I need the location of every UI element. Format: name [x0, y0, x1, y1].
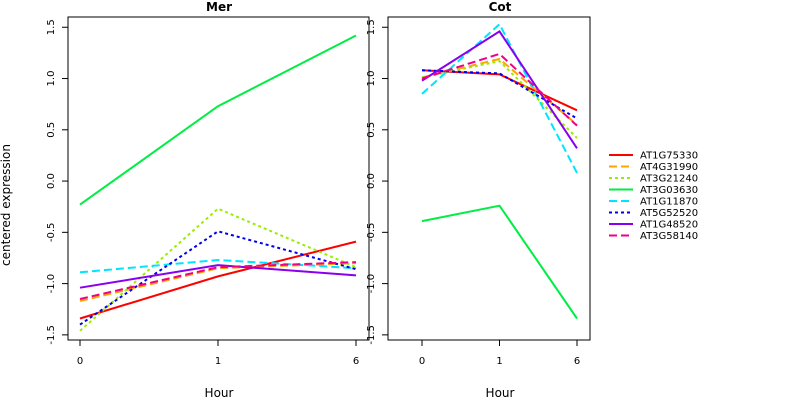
- y-tick-label: 1.0: [46, 71, 57, 87]
- series-line-at3g03630: [421, 204, 578, 320]
- x-tick-label: 1: [215, 356, 221, 367]
- x-tick-label: 6: [353, 356, 359, 367]
- y-tick-label: -1.0: [366, 274, 377, 294]
- y-tick-label: 0.5: [366, 122, 377, 138]
- series-line-at3g21240: [79, 207, 357, 332]
- y-tick-label: 0.0: [366, 173, 377, 189]
- x-axis-label: Hour: [486, 386, 515, 400]
- y-tick-label: -1.0: [46, 274, 57, 294]
- y-tick-label: -1.5: [366, 325, 377, 345]
- panel-title: Cot: [489, 0, 512, 14]
- x-tick-label: 0: [77, 356, 83, 367]
- legend-label: AT1G48520: [640, 220, 698, 231]
- panel-title: Mer: [206, 0, 232, 14]
- x-tick-label: 0: [419, 356, 425, 367]
- plot-frame: [387, 16, 591, 341]
- x-tick-label: 1: [496, 356, 502, 367]
- legend-label: AT3G21240: [640, 174, 698, 185]
- y-tick-label: 0.5: [46, 122, 57, 138]
- series-line-at3g58140: [79, 261, 357, 300]
- series-line-at3g03630: [79, 34, 357, 206]
- y-tick-label: -1.5: [46, 325, 57, 345]
- series-line-at3g58140: [421, 52, 578, 127]
- legend-label: AT5G52520: [640, 208, 698, 219]
- legend-label: AT1G11870: [640, 197, 698, 208]
- plot-region: -1.5 -1.0 -0.5 0.0 0.5 1.0 1.5 0 1 6: [46, 16, 370, 367]
- panel-cot: Cot Hour -1.5 -1.0 -0.5 0.0 0.5 1.0 1.5 0 1 6: [366, 0, 591, 400]
- plot-region: -1.5 -1.0 -0.5 0.0 0.5 1.0 1.5 0 1 6: [366, 16, 591, 367]
- x-tick-label: 6: [574, 356, 580, 367]
- legend-label: AT3G58140: [640, 231, 698, 242]
- y-tick-label: 1.5: [46, 19, 57, 35]
- series-line-at1g48520: [79, 264, 357, 289]
- y-tick-label: 0.0: [46, 173, 57, 189]
- legend: AT1G75330AT4G31990AT3G21240AT3G03630AT1G…: [609, 151, 698, 242]
- legend-label: AT3G03630: [640, 185, 698, 196]
- legend-label: AT4G31990: [640, 162, 698, 173]
- series-line-at5g52520: [79, 230, 357, 326]
- series-line-at1g11870: [79, 258, 357, 274]
- panel-mer: Mer Hour -1.5 -1.0 -0.5 0.0 0.5 1.0 1.5 0 1 6: [46, 0, 370, 400]
- legend-label: AT1G75330: [640, 151, 698, 162]
- y-tick-label: -0.5: [46, 223, 57, 243]
- x-axis-label: Hour: [205, 386, 234, 400]
- series-line-at1g11870: [421, 22, 578, 174]
- y-axis-label: centered expression: [0, 144, 13, 266]
- y-tick-label: -0.5: [366, 223, 377, 243]
- series-line-at1g48520: [421, 30, 578, 149]
- y-tick-label: 1.5: [366, 19, 377, 35]
- y-tick-label: 1.0: [366, 71, 377, 87]
- series-line-at1g75330: [79, 240, 357, 320]
